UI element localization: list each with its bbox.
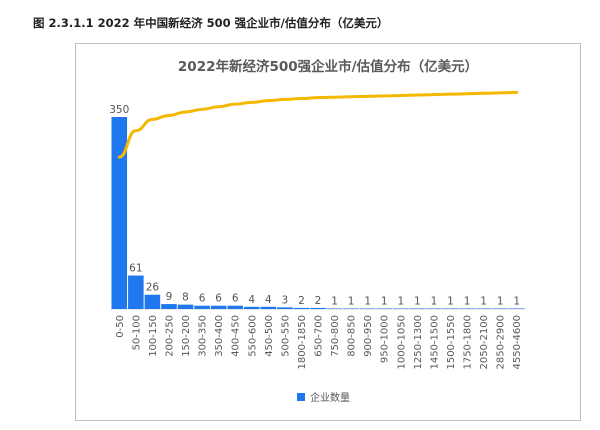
bar-800-850: [343, 308, 359, 309]
bar-150-200: [177, 304, 194, 309]
x-tick-0-50: 0-50: [115, 315, 126, 338]
data-label-50-100: 61: [129, 263, 142, 275]
x-tick-1000-1050: 1000-1050: [396, 315, 407, 370]
x-tick-labels-group: 0-50 50-100 100-150 200-250 150-200 300-350 35…: [115, 315, 523, 370]
x-tick-150-200: 150-200: [181, 315, 192, 357]
legend-label: 企业数量: [310, 391, 350, 404]
data-label-650-700: 2: [315, 295, 322, 307]
x-tick-100-150: 100-150: [148, 315, 159, 357]
x-tick-1800-1850: 1800-1850: [297, 315, 308, 370]
x-tick-900-950: 900-950: [363, 315, 374, 357]
data-label-2850-2900: 1: [497, 295, 504, 307]
data-label-350-400: 6: [215, 293, 222, 305]
x-tick-650-700: 650-700: [314, 315, 325, 357]
x-tick-400-450: 400-450: [231, 315, 242, 357]
bar-650-700: [310, 307, 326, 309]
data-label-800-850: 1: [348, 295, 355, 307]
data-label-150-200: 8: [182, 292, 189, 304]
cumulative-line: [117, 90, 519, 159]
data-label-2050-2100: 1: [480, 295, 487, 307]
data-label-1000-1050: 1: [397, 295, 404, 307]
bar-1450-1500: [426, 308, 442, 309]
bar-0-50: [111, 117, 128, 309]
data-label-750-800: 1: [331, 295, 338, 307]
bar-1800-1850: [293, 307, 310, 309]
bar-750-800: [326, 308, 343, 309]
bar-300-350: [194, 305, 210, 309]
data-label-500-550: 3: [282, 294, 289, 306]
x-tick-2050-2100: 2050-2100: [479, 315, 490, 370]
data-label-300-350: 6: [199, 293, 206, 305]
x-tick-1250-1300: 1250-1300: [413, 315, 424, 370]
chart-title: 2022年新经济500强企业市/估值分布（亿美元）: [178, 58, 478, 75]
bar-1750-1800: [459, 308, 475, 309]
data-label-1450-1500: 1: [431, 295, 438, 307]
data-label-550-600: 4: [248, 294, 255, 306]
data-label-450-500: 4: [265, 294, 272, 306]
x-tick-300-350: 300-350: [198, 315, 209, 357]
bar-350-400: [210, 305, 227, 309]
x-tick-4550-4600: 4550-4600: [512, 315, 523, 370]
data-label-1250-1300: 1: [414, 295, 421, 307]
bar-100-150: [144, 294, 161, 309]
chart-frame: 2022年新经济500强企业市/估值分布（亿美元） 350 61 26 9 8 6 6 6 4 4…: [75, 43, 581, 421]
data-label-900-950: 1: [364, 295, 371, 307]
bar-1500-1550: [442, 308, 459, 309]
x-tick-550-600: 550-600: [247, 315, 258, 357]
bar-50-100: [128, 275, 144, 309]
x-tick-350-400: 350-400: [214, 315, 225, 357]
x-tick-1750-1800: 1750-1800: [463, 315, 474, 370]
data-label-1750-1800: 1: [464, 295, 471, 307]
x-tick-200-250: 200-250: [164, 315, 175, 357]
x-tick-1500-1550: 1500-1550: [446, 315, 457, 370]
bar-450-500: [260, 306, 277, 309]
bar-550-600: [243, 306, 260, 309]
bar-950-1000: [376, 308, 393, 309]
data-label-1800-1850: 2: [298, 295, 305, 307]
data-label-100-150: 26: [146, 282, 160, 294]
bar-900-950: [359, 308, 376, 309]
x-tick-2850-2900: 2850-2900: [496, 315, 507, 370]
bar-200-250: [161, 304, 177, 309]
x-tick-500-550: 500-550: [280, 315, 291, 357]
x-tick-1450-1500: 1450-1500: [429, 315, 440, 370]
bar-2850-2900: [492, 308, 508, 309]
x-tick-750-800: 750-800: [330, 315, 341, 357]
data-label-950-1000: 1: [381, 295, 388, 307]
data-label-4550-4600: 1: [513, 295, 520, 307]
x-tick-450-500: 450-500: [264, 315, 275, 357]
bar-400-450: [227, 305, 243, 309]
data-label-0-50: 350: [109, 104, 129, 116]
data-label-400-450: 6: [232, 293, 239, 305]
figure-caption: 图 2.3.1.1 2022 年中国新经济 500 强企业市/估值分布（亿美元）: [33, 16, 389, 30]
bar-500-550: [277, 307, 293, 309]
bar-2050-2100: [475, 308, 492, 309]
x-tick-50-100: 50-100: [131, 315, 142, 350]
bars-group: [111, 117, 525, 309]
bar-4550-4600: [508, 308, 525, 309]
bar-1000-1050: [393, 308, 409, 309]
x-tick-950-1000: 950-1000: [380, 315, 391, 363]
x-tick-800-850: 800-850: [347, 315, 358, 357]
data-label-1500-1550: 1: [447, 295, 454, 307]
legend-swatch: [297, 393, 305, 401]
data-label-200-250: 9: [166, 291, 173, 303]
bar-1250-1300: [409, 308, 426, 309]
